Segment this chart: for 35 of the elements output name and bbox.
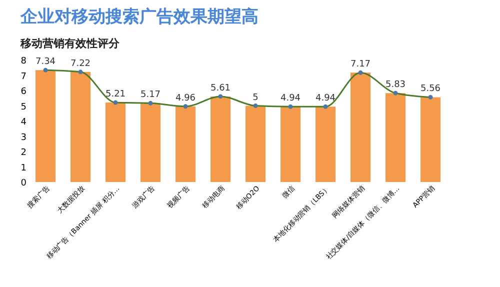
y-tick-label: 3: [20, 132, 26, 143]
data-label: 4.94: [315, 94, 336, 104]
bar: [70, 72, 90, 182]
data-label: 7.17: [350, 60, 371, 70]
data-label: 5.21: [105, 90, 126, 100]
data-label: 4.96: [175, 93, 196, 104]
y-tick-label: 1: [20, 163, 26, 174]
data-label: 7.34: [35, 57, 56, 68]
data-label: 5.83: [385, 80, 406, 90]
bar: [420, 97, 440, 182]
bar: [316, 106, 336, 182]
y-tick-label: 6: [20, 87, 27, 97]
bar: [386, 93, 406, 182]
bar: [140, 103, 160, 182]
data-label: 4.94: [280, 94, 301, 104]
bar: [350, 72, 370, 182]
bar: [280, 106, 300, 182]
data-label: 5: [252, 92, 258, 103]
data-label: 5.17: [140, 90, 161, 100]
chart-subtitle: 移动营销有效性评分: [19, 37, 120, 50]
y-tick-label: 7: [20, 72, 26, 82]
bar: [210, 96, 230, 182]
y-tick-label: 2: [20, 148, 26, 158]
data-label: 7.22: [70, 58, 91, 69]
y-tick-label: 4: [20, 118, 27, 128]
data-label: 5.56: [420, 84, 441, 94]
data-label: 5.61: [210, 83, 231, 94]
bar: [36, 70, 56, 182]
y-tick-label: 8: [20, 56, 27, 66]
bar: [176, 106, 196, 182]
chart-title: 企业对移动搜索广告效果期望高: [19, 7, 258, 27]
bar: [246, 106, 266, 182]
bar: [106, 102, 126, 182]
y-tick-label: 0: [20, 178, 27, 188]
y-tick-label: 5: [20, 102, 26, 112]
